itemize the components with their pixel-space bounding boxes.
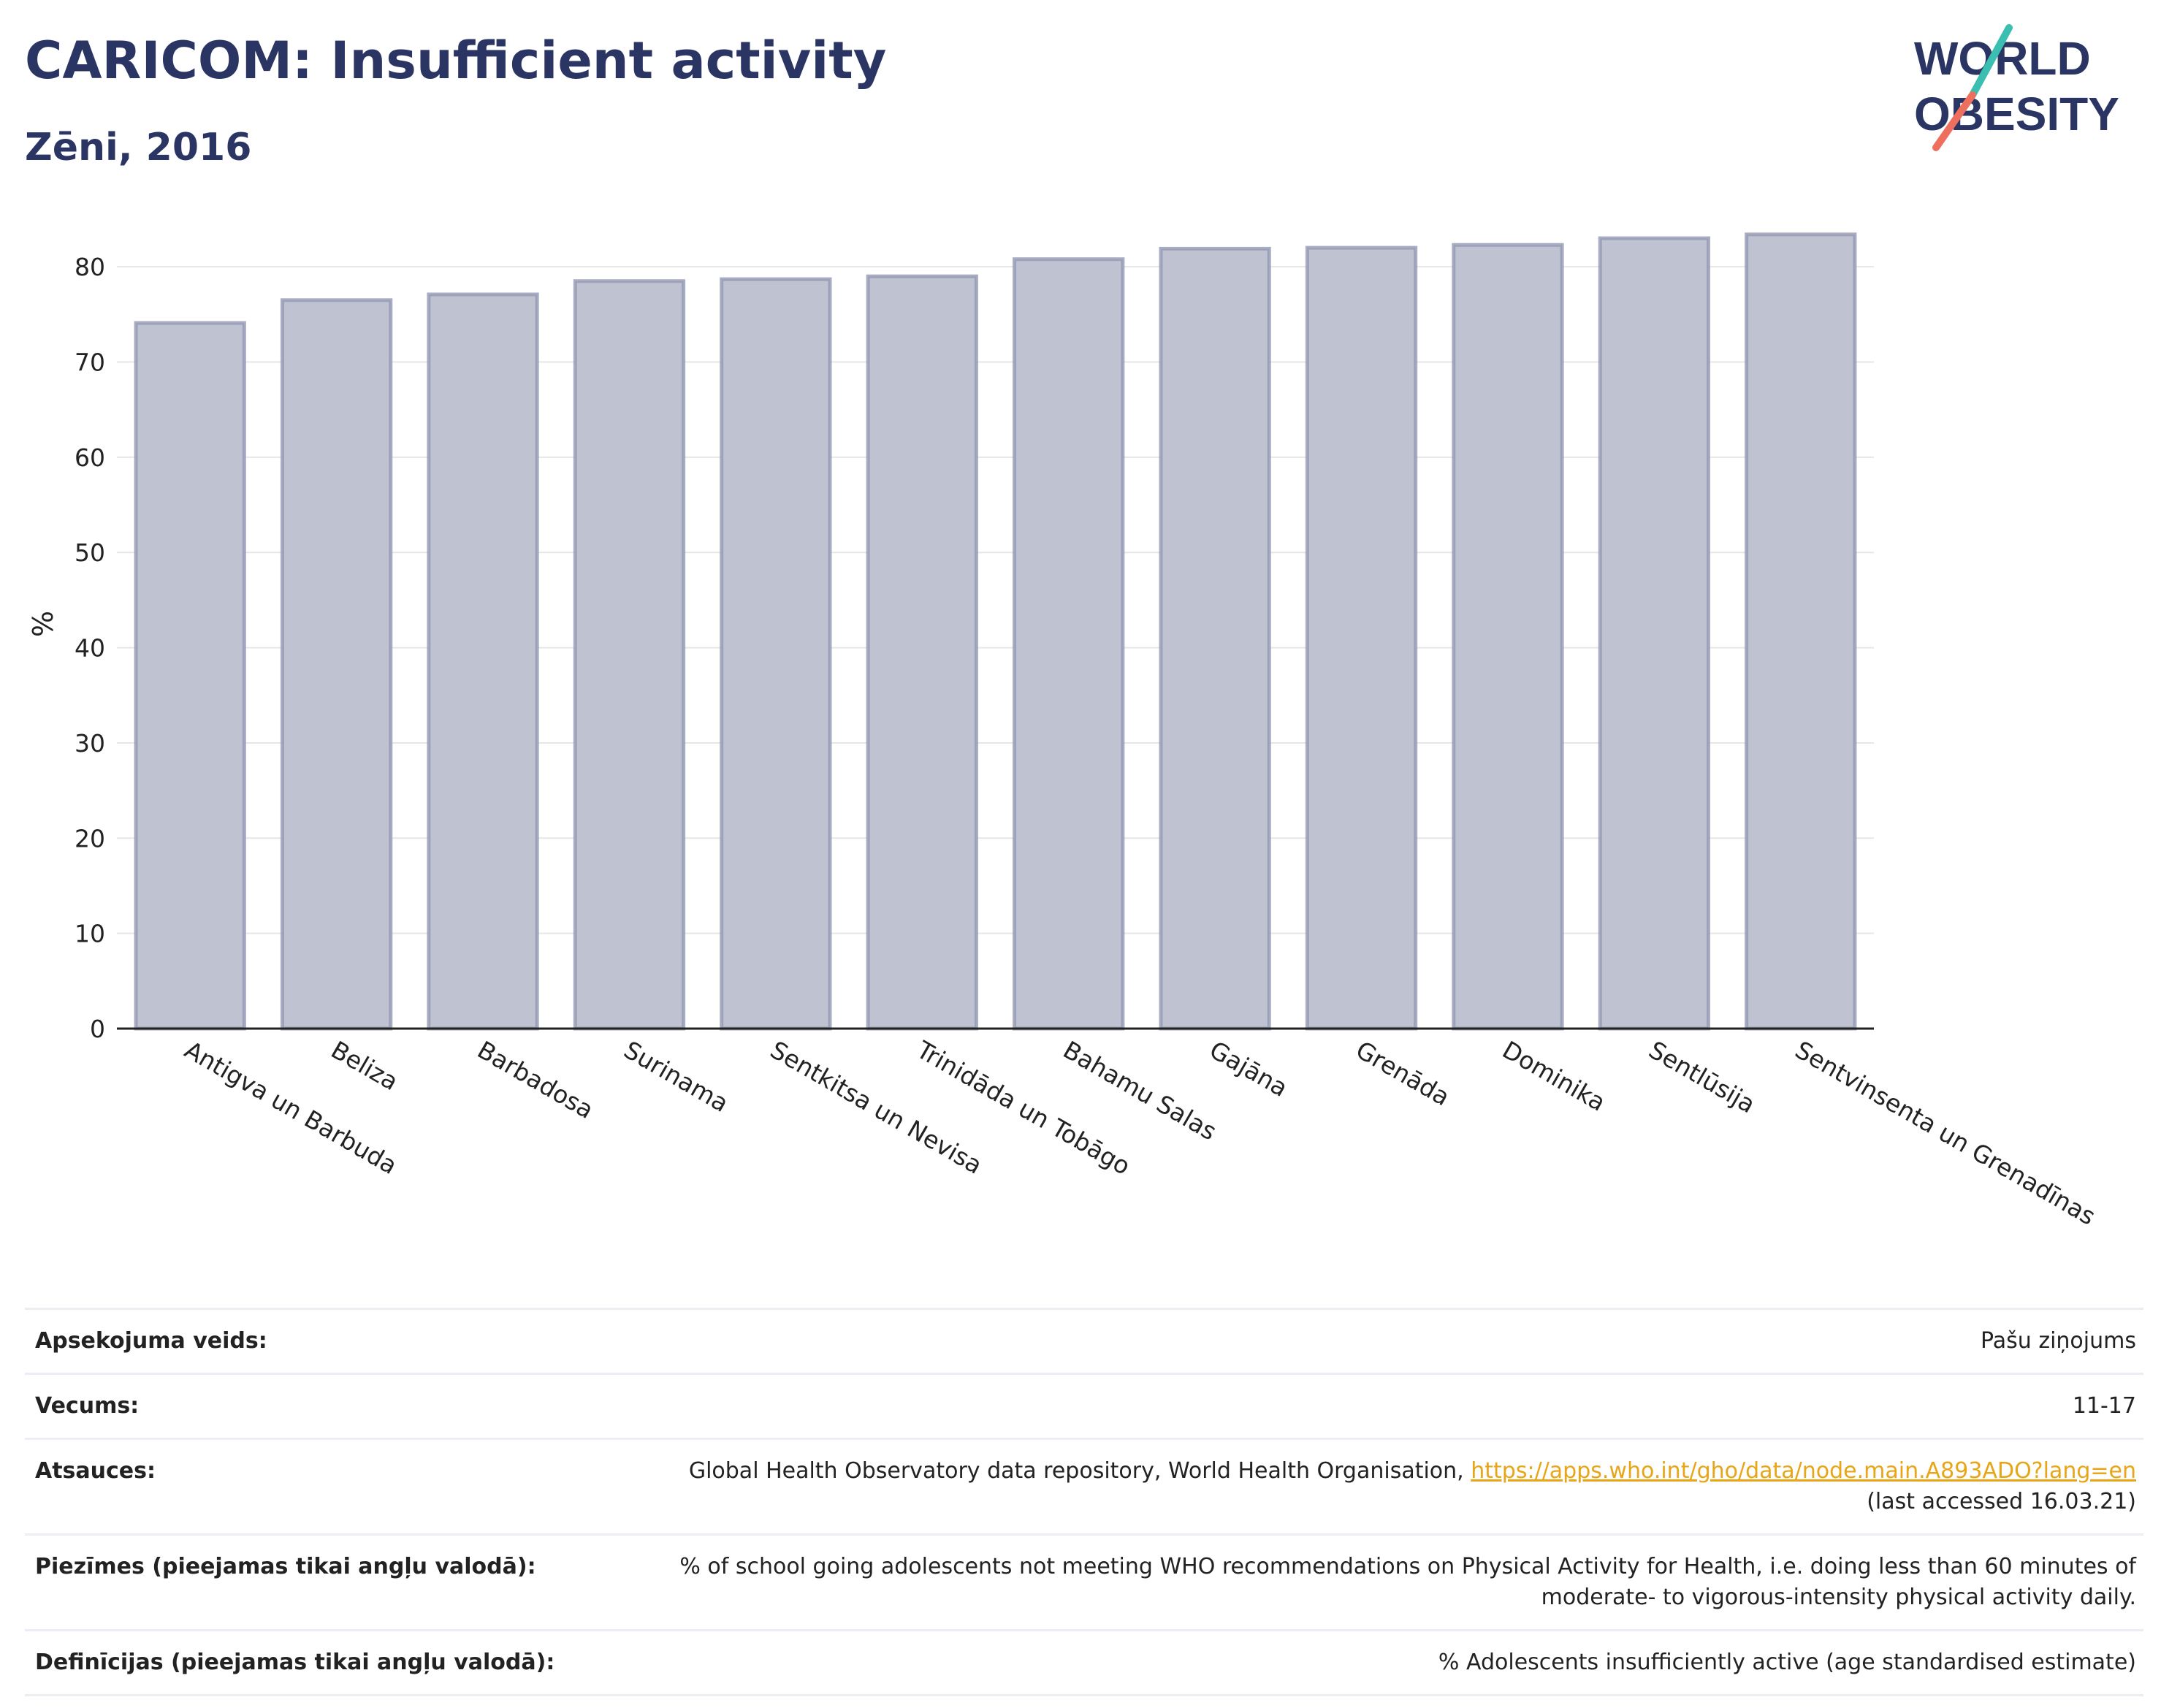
notes-line2: moderate- to vigorous-intensity physical… [1541,1585,2136,1610]
logo-slash-teal [1969,24,2013,99]
info-value: Global Health Observatory data repositor… [598,1438,2143,1535]
y-tick-label: 30 [75,729,105,758]
info-key: Apsekojuma veids: [25,1308,598,1374]
x-tick-label: Beliza [327,1035,403,1096]
y-tick-label: 20 [75,824,105,853]
chart-subtitle: Zēni, 2016 [25,126,252,169]
x-tick-label: Barbadosa [473,1035,598,1124]
bar[interactable] [1305,245,1418,1031]
reference-accessed: (last accessed 16.03.21) [1867,1489,2136,1514]
logo-slash-coral [1932,91,1976,151]
y-tick-label: 0 [90,1015,105,1043]
info-key: Definīcijas (pieejamas tikai angļu valod… [25,1629,598,1696]
y-tick-label: 80 [75,253,105,281]
bar[interactable] [280,298,393,1031]
x-tick-label: Sentvinsenta un Grenadīnas [1791,1035,2100,1230]
y-tick-label: 40 [75,634,105,663]
bar[interactable] [1159,246,1271,1031]
info-row-age: Vecums: 11-17 [25,1373,2143,1439]
world-obesity-logo: WORLD OBESITY [1914,24,2119,151]
info-row-survey: Apsekojuma veids: Pašu ziņojums [25,1308,2143,1374]
y-tick-label: 50 [75,538,105,567]
info-value: % of school going adolescents not meetin… [598,1533,2143,1631]
bar[interactable] [720,277,832,1031]
reference-text: Global Health Observatory data repositor… [688,1458,1464,1484]
info-row-references: Atsauces: Global Health Observatory data… [25,1438,2143,1535]
x-tick-label: Gajāna [1205,1035,1292,1102]
info-row-definitions: Definīcijas (pieejamas tikai angļu valod… [25,1629,2143,1696]
bar[interactable] [573,279,686,1031]
bar[interactable] [1598,236,1711,1031]
x-tick-label: Dominika [1498,1035,1610,1117]
bar[interactable] [866,274,978,1031]
chart-title: CARICOM: Insufficient activity [25,31,887,91]
info-value: Pašu ziņojums [598,1308,2143,1374]
y-tick-label: 60 [75,443,105,472]
bar[interactable] [1452,243,1564,1031]
y-tick-labels: 0 10 20 30 40 50 60 70 80 [75,253,105,1043]
bars [134,232,1857,1031]
grid-lines [117,266,1874,934]
y-tick-label: 10 [75,920,105,948]
x-tick-label: Grenāda [1352,1035,1455,1111]
bar[interactable] [134,321,246,1031]
info-key: Vecums: [25,1373,598,1439]
info-key: Piezīmes (pieejamas tikai angļu valodā): [25,1533,598,1631]
x-tick-label: Sentlūsija [1644,1035,1760,1118]
bar[interactable] [427,292,539,1031]
info-value: % Adolescents insufficiently active (age… [598,1629,2143,1696]
info-key: Atsauces: [25,1438,598,1535]
info-value: 11-17 [598,1373,2143,1439]
bar[interactable] [1745,232,1857,1031]
x-tick-label: Surinama [619,1035,733,1118]
info-row-notes: Piezīmes (pieejamas tikai angļu valodā):… [25,1533,2143,1631]
notes-line1: % of school going adolescents not meetin… [679,1554,2136,1579]
info-table: Apsekojuma veids: Pašu ziņojums Vecums: … [25,1308,2143,1696]
bar[interactable] [1013,257,1125,1031]
y-axis-label: % [27,611,59,637]
y-tick-label: 70 [75,348,105,377]
reference-link[interactable]: https://apps.who.int/gho/data/node.main.… [1471,1458,2136,1484]
